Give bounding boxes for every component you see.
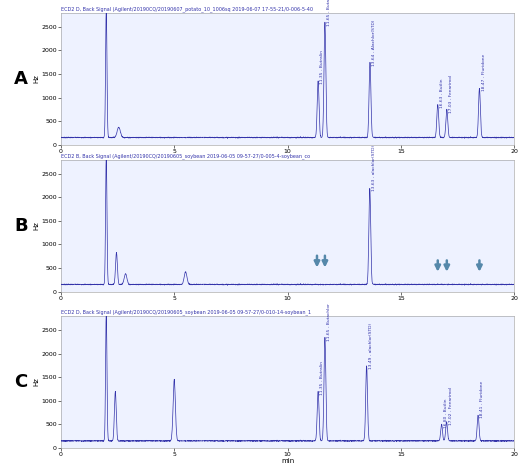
Text: B: B [14, 217, 28, 235]
Text: 11.35 - Butralin: 11.35 - Butralin [320, 361, 324, 395]
Text: 11.35 - Butralin: 11.35 - Butralin [320, 50, 324, 84]
Text: C: C [15, 373, 28, 391]
Y-axis label: Hz: Hz [34, 74, 40, 83]
Text: 16.80 - Butlin: 16.80 - Butlin [444, 398, 448, 428]
Text: 17.03 - Fenarimol: 17.03 - Fenarimol [449, 74, 453, 112]
Text: ECD2 D, Back Signal (Agilent/20190CQ/20190607_potato_10_1006sq 2019-06-07 17-55-: ECD2 D, Back Signal (Agilent/20190CQ/201… [61, 6, 313, 12]
Text: 17.02 - Fenarimol: 17.02 - Fenarimol [449, 387, 453, 425]
Text: 16.63 - Butlin: 16.63 - Butlin [440, 78, 444, 108]
Text: ECD2 D, Back Signal (Agilent/20190CQ/20190605_soybean 2019-06-05 09-57-27/0-010-: ECD2 D, Back Signal (Agilent/20190CQ/201… [61, 310, 311, 315]
Text: 18.41 - Fluridone: 18.41 - Fluridone [480, 381, 484, 418]
Text: ECD2 B, Back Signal (Agilent/20190CQ/20190605_soybean 2019-06-05 09-57-27/0-005-: ECD2 B, Back Signal (Agilent/20190CQ/201… [61, 153, 310, 159]
Text: A: A [14, 70, 28, 88]
X-axis label: min: min [281, 458, 294, 465]
Text: 13.63 - alachlor(STD): 13.63 - alachlor(STD) [372, 145, 376, 191]
Y-axis label: Hz: Hz [34, 378, 40, 386]
Text: 11.65 - Butachlor: 11.65 - Butachlor [327, 0, 331, 26]
Text: 11.65 - Butachlor: 11.65 - Butachlor [327, 303, 331, 341]
Y-axis label: Hz: Hz [34, 221, 40, 230]
Text: 13.49 - alachlor(STD): 13.49 - alachlor(STD) [369, 323, 373, 369]
Text: 18.47 - Fluridone: 18.47 - Fluridone [482, 54, 485, 91]
Text: 13.64 - Alachlor(STD): 13.64 - Alachlor(STD) [372, 19, 376, 65]
